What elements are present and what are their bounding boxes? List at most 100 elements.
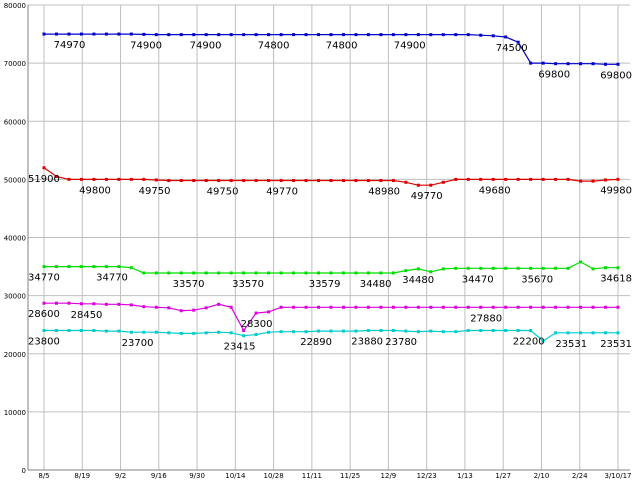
data-point bbox=[416, 267, 420, 271]
data-point bbox=[292, 305, 296, 309]
data-point bbox=[529, 305, 533, 309]
x-tick-label: 2/10 bbox=[534, 472, 550, 480]
data-point bbox=[329, 271, 333, 275]
data-label: 48980 bbox=[368, 187, 400, 198]
data-point bbox=[179, 179, 183, 183]
data-point bbox=[454, 33, 458, 37]
data-point bbox=[329, 33, 333, 37]
data-point bbox=[192, 271, 196, 275]
data-label: 74500 bbox=[496, 43, 528, 54]
data-point bbox=[92, 32, 96, 36]
data-label: 34480 bbox=[360, 279, 392, 290]
data-point bbox=[204, 306, 208, 310]
data-point bbox=[541, 177, 545, 181]
data-point bbox=[591, 305, 595, 309]
data-point bbox=[504, 305, 508, 309]
data-label: 28600 bbox=[28, 309, 60, 320]
data-point bbox=[504, 177, 508, 181]
data-point bbox=[279, 33, 283, 37]
data-point bbox=[429, 305, 433, 309]
data-point bbox=[429, 329, 433, 333]
data-point bbox=[466, 177, 470, 181]
data-point bbox=[154, 330, 158, 334]
data-point bbox=[117, 32, 121, 36]
data-point bbox=[541, 305, 545, 309]
data-point bbox=[267, 33, 271, 37]
data-point bbox=[229, 305, 233, 309]
data-point bbox=[341, 179, 345, 183]
data-point bbox=[204, 179, 208, 183]
data-label: 27880 bbox=[470, 313, 502, 324]
data-point bbox=[142, 330, 146, 334]
data-point bbox=[454, 305, 458, 309]
data-point bbox=[304, 330, 308, 334]
data-point bbox=[491, 34, 495, 38]
data-point bbox=[566, 266, 570, 270]
data-point bbox=[541, 266, 545, 270]
data-point bbox=[529, 329, 533, 332]
data-point bbox=[366, 329, 370, 332]
data-point bbox=[466, 33, 470, 37]
data-label: 74800 bbox=[326, 41, 358, 52]
data-point bbox=[566, 62, 570, 66]
data-point bbox=[67, 32, 71, 36]
data-point bbox=[79, 32, 83, 36]
x-tick-label: 9/16 bbox=[151, 472, 167, 480]
data-point bbox=[604, 331, 608, 335]
data-point bbox=[142, 305, 146, 309]
data-point bbox=[441, 305, 445, 309]
y-tick-label: 10000 bbox=[4, 409, 26, 417]
data-point bbox=[79, 302, 83, 306]
data-point bbox=[466, 329, 470, 332]
data-label: 23700 bbox=[122, 338, 154, 349]
series-1 bbox=[42, 32, 620, 66]
data-label: 23780 bbox=[385, 337, 417, 348]
data-point bbox=[254, 179, 258, 183]
data-point bbox=[391, 329, 395, 332]
data-point bbox=[491, 305, 495, 309]
data-point bbox=[179, 271, 183, 275]
data-point bbox=[366, 305, 370, 309]
data-point bbox=[379, 305, 383, 309]
data-point bbox=[54, 174, 58, 178]
data-point bbox=[317, 305, 321, 309]
data-point bbox=[579, 260, 583, 264]
data-point bbox=[379, 329, 383, 332]
data-point bbox=[129, 330, 133, 334]
data-label: 74900 bbox=[394, 41, 426, 52]
series-5 bbox=[42, 329, 620, 343]
data-point bbox=[217, 330, 221, 334]
data-label: 35670 bbox=[521, 274, 553, 285]
data-point bbox=[254, 271, 258, 275]
data-point bbox=[404, 33, 408, 37]
data-point bbox=[566, 331, 570, 335]
data-point bbox=[92, 302, 96, 306]
data-point bbox=[67, 329, 71, 332]
data-point bbox=[541, 61, 545, 65]
data-point bbox=[529, 266, 533, 270]
data-point bbox=[67, 301, 71, 305]
data-label: 49980 bbox=[600, 185, 632, 196]
data-point bbox=[229, 33, 233, 37]
data-point bbox=[604, 178, 608, 182]
data-label: 22890 bbox=[300, 337, 332, 348]
data-point bbox=[429, 183, 433, 187]
data-point bbox=[441, 330, 445, 334]
data-point bbox=[304, 271, 308, 275]
data-point bbox=[79, 329, 83, 332]
data-point bbox=[566, 305, 570, 309]
data-point bbox=[154, 271, 158, 275]
data-point bbox=[179, 331, 183, 335]
data-point bbox=[279, 179, 283, 183]
data-point bbox=[129, 266, 133, 270]
data-point bbox=[104, 302, 108, 306]
data-label: 49750 bbox=[207, 187, 239, 198]
data-point bbox=[229, 179, 233, 183]
data-point bbox=[329, 329, 333, 333]
data-point bbox=[54, 329, 58, 332]
data-point bbox=[117, 302, 121, 306]
data-point bbox=[242, 179, 246, 183]
data-point bbox=[454, 177, 458, 181]
data-point bbox=[479, 33, 483, 37]
